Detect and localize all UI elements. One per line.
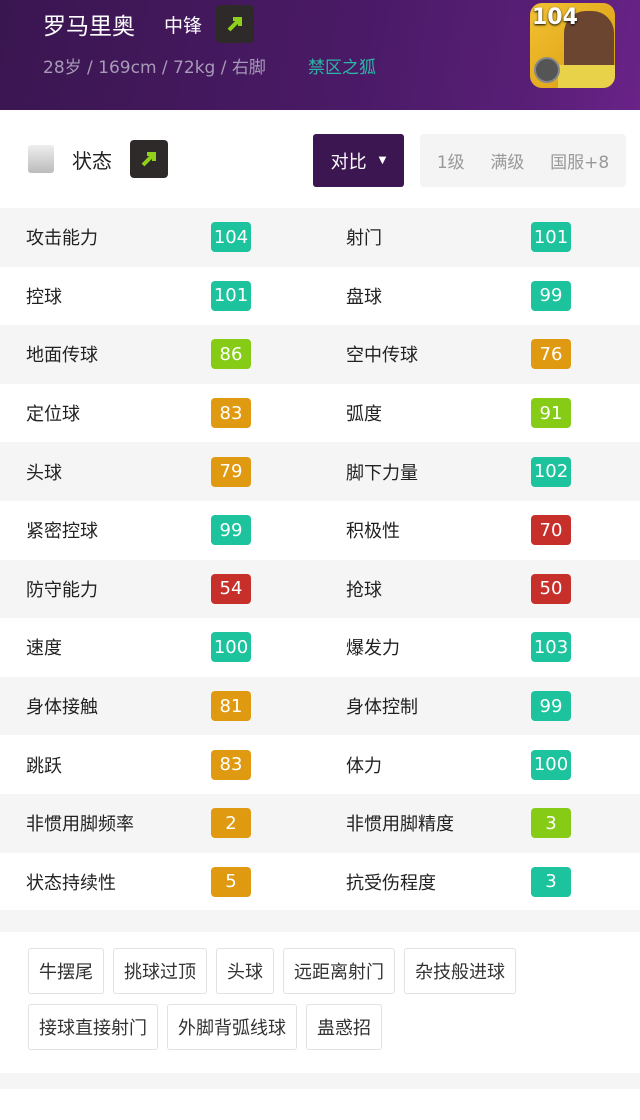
- stat-row: 速度 100 爆发力 103: [0, 618, 640, 677]
- level-option[interactable]: 1级: [436, 153, 465, 173]
- stat-value-badge: 101: [211, 280, 251, 311]
- player-header: 罗马里奥 中锋 28岁 / 169cm / 72kg / 右脚 禁区之狐 104: [0, 0, 640, 110]
- stat-value-badge: 81: [211, 691, 251, 722]
- form-arrow-badge: [216, 5, 254, 43]
- stat-label: 脚下力量: [346, 462, 418, 484]
- skill-tag[interactable]: 挑球过顶: [113, 948, 207, 994]
- play-style-link[interactable]: 禁区之狐: [308, 58, 376, 78]
- stat-row: 定位球 83 弧度 91: [0, 384, 640, 443]
- stat-label: 控球: [26, 286, 62, 308]
- stat-value-badge: 2: [211, 808, 251, 839]
- stat-row: 紧密控球 99 积极性 70: [0, 501, 640, 560]
- skill-tag[interactable]: 杂技般进球: [404, 948, 516, 994]
- card-rating: 104: [532, 5, 578, 30]
- player-name: 罗马里奥: [43, 14, 135, 40]
- stat-value-badge: 100: [531, 749, 571, 780]
- level-selector: 1级 满级 国服+8: [420, 134, 626, 187]
- stat-value-badge: 102: [531, 456, 571, 487]
- stat-label: 紧密控球: [26, 521, 98, 543]
- stat-row: 状态持续性 5 抗受伤程度 3: [0, 853, 640, 912]
- stat-value-badge: 91: [531, 398, 571, 429]
- stat-value-badge: 100: [211, 632, 251, 663]
- arrow-up-right-icon: [227, 17, 242, 32]
- skill-tag[interactable]: 外脚背弧线球: [167, 1004, 297, 1050]
- stat-row: 跳跃 83 体力 100: [0, 735, 640, 794]
- skill-tag[interactable]: 头球: [216, 948, 274, 994]
- stat-label: 防守能力: [26, 579, 98, 601]
- divider: [0, 1073, 640, 1089]
- stat-label: 非惯用脚频率: [26, 814, 134, 836]
- divider: [0, 910, 640, 932]
- player-shirt: [558, 65, 615, 88]
- player-position: 中锋: [164, 15, 203, 37]
- stat-label: 盘球: [346, 286, 382, 308]
- stat-label: 身体接触: [26, 697, 98, 719]
- section-title: 状态: [72, 149, 112, 173]
- stat-value-badge: 76: [531, 339, 571, 370]
- stat-label: 身体控制: [346, 697, 418, 719]
- stat-label: 爆发力: [346, 638, 400, 660]
- caret-down-icon: ▼: [378, 155, 387, 166]
- level-option[interactable]: 满级: [490, 153, 525, 173]
- stat-value-badge: 3: [531, 866, 571, 897]
- stat-row: 地面传球 86 空中传球 76: [0, 325, 640, 384]
- stat-row: 攻击能力 104 射门 101: [0, 208, 640, 267]
- stat-value-badge: 86: [211, 339, 251, 370]
- stat-label: 速度: [26, 638, 62, 660]
- stat-label: 状态持续性: [26, 872, 116, 894]
- stat-row: 头球 79 脚下力量 102: [0, 442, 640, 501]
- skill-tag[interactable]: 远距离射门: [283, 948, 395, 994]
- stat-value-badge: 99: [531, 691, 571, 722]
- stat-label: 攻击能力: [26, 228, 98, 250]
- stat-value-badge: 5: [211, 866, 251, 897]
- stat-label: 抢球: [346, 579, 382, 601]
- stat-value-badge: 101: [531, 222, 571, 253]
- stat-value-badge: 103: [531, 632, 571, 663]
- stat-label: 积极性: [346, 521, 400, 543]
- stat-label: 非惯用脚精度: [346, 814, 454, 836]
- stat-label: 体力: [346, 755, 382, 777]
- status-chart-icon: [28, 145, 54, 173]
- stat-label: 抗受伤程度: [346, 872, 436, 894]
- stat-value-badge: 79: [211, 456, 251, 487]
- stat-label: 地面传球: [26, 345, 98, 367]
- arrow-up-right-icon: [141, 152, 156, 167]
- stat-row: 身体接触 81 身体控制 99: [0, 676, 640, 736]
- stat-label: 跳跃: [26, 755, 62, 777]
- stat-value-badge: 50: [531, 573, 571, 604]
- skill-tag[interactable]: 蛊惑招: [306, 1004, 382, 1050]
- stat-value-badge: 83: [211, 749, 251, 780]
- stat-value-badge: 83: [211, 398, 251, 429]
- stat-value-badge: 104: [211, 222, 251, 253]
- card-emblem-icon: [534, 57, 560, 83]
- stat-label: 定位球: [26, 404, 80, 426]
- stat-value-badge: 3: [531, 808, 571, 839]
- compare-dropdown[interactable]: 对比 ▼: [313, 134, 404, 187]
- stat-row: 非惯用脚频率 2 非惯用脚精度 3: [0, 793, 640, 853]
- stat-row: 防守能力 54 抢球 50: [0, 559, 640, 619]
- stat-value-badge: 70: [531, 515, 571, 546]
- stat-label: 射门: [346, 228, 382, 250]
- skills-list: 牛摆尾 挑球过顶 头球 远距离射门 杂技般进球接球直接射门 外脚背弧线球 蛊惑招: [28, 948, 618, 1050]
- stat-value-badge: 99: [211, 515, 251, 546]
- player-meta: 28岁 / 169cm / 72kg / 右脚: [43, 58, 266, 78]
- player-card: 104: [530, 3, 615, 88]
- stat-label: 弧度: [346, 404, 382, 426]
- stat-row: 控球 101 盘球 99: [0, 267, 640, 326]
- stat-label: 头球: [26, 462, 62, 484]
- status-arrow-badge: [130, 140, 168, 178]
- stat-label: 空中传球: [346, 345, 418, 367]
- stat-value-badge: 99: [531, 280, 571, 311]
- skill-tag[interactable]: 牛摆尾: [28, 948, 104, 994]
- compare-label: 对比: [330, 151, 367, 173]
- stat-value-badge: 54: [211, 573, 251, 604]
- level-option[interactable]: 国服+8: [550, 153, 610, 173]
- skill-tag[interactable]: 接球直接射门: [28, 1004, 158, 1050]
- stats-table: 攻击能力 104 射门 101 控球 101 盘球 99 地面传球 86 空中传球 76 定位球 83 弧度…: [0, 208, 640, 911]
